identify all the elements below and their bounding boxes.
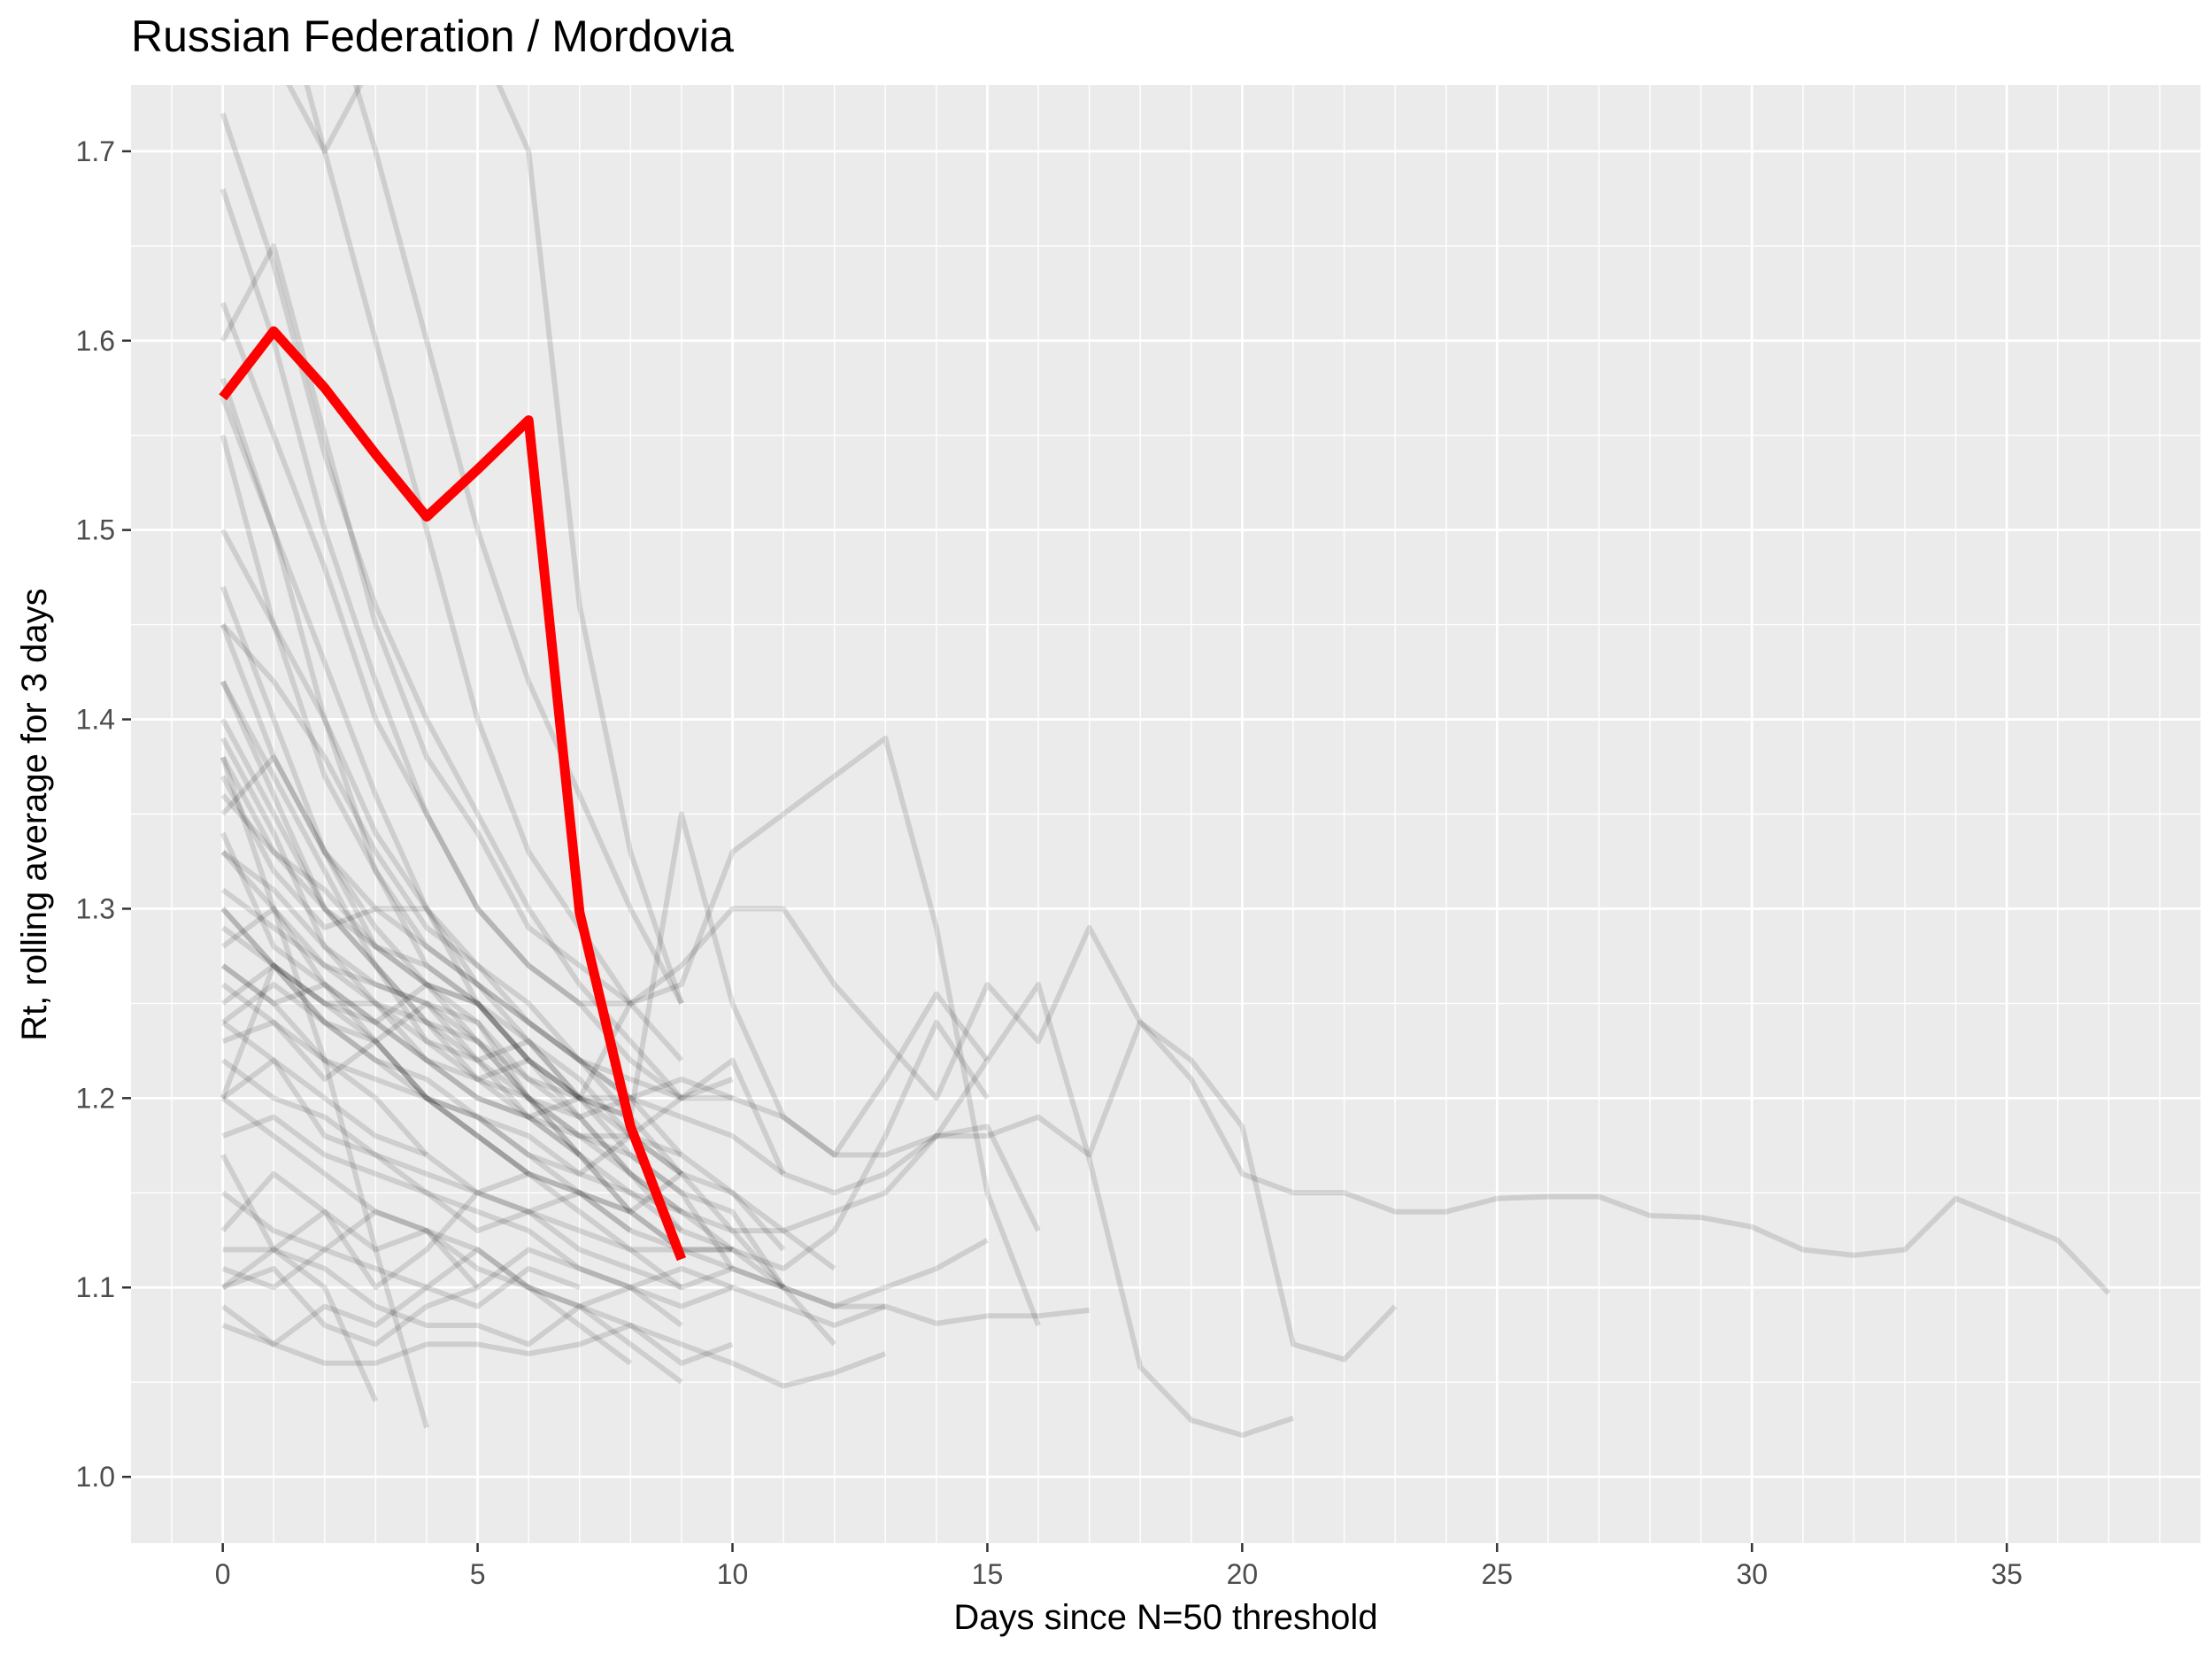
x-axis: 0 5 10 15 20 25 30 35	[215, 1543, 2023, 1590]
background-series-line-4	[220, 735, 1041, 1327]
background-series-line-32	[220, 737, 684, 1233]
background-series-line-16	[220, 1020, 786, 1290]
background-series-line-12	[220, 585, 836, 1271]
background-series-line-45	[220, 907, 530, 1177]
background-series-line-28	[220, 887, 683, 1252]
background-series-line-35	[304, 85, 633, 1006]
background-series-line-23	[220, 962, 734, 1120]
x-axis-title: Days since N=50 threshold	[953, 1598, 1377, 1637]
background-series-line-49	[220, 756, 429, 1429]
major-gridlines	[131, 85, 2200, 1543]
highlight-series-line	[219, 326, 687, 1262]
background-series-line-15	[220, 850, 786, 1176]
background-series-line-20	[221, 1019, 734, 1253]
background-series-line-18	[220, 775, 735, 1252]
y-tick-label: 1.6	[76, 325, 115, 357]
background-series-line-8	[220, 1019, 990, 1271]
background-series-line-17	[220, 188, 734, 1101]
background-series-line-43	[221, 1247, 581, 1309]
background-series-line-6	[220, 680, 990, 1158]
background-series-line-25	[220, 243, 684, 1062]
background-series-line-39	[220, 793, 632, 1120]
x-tick-label: 5	[470, 1558, 486, 1590]
x-tick-label: 35	[1991, 1558, 2023, 1590]
background-series-line-36	[220, 377, 633, 1100]
x-tick-label: 0	[215, 1558, 231, 1590]
x-tick-label: 15	[972, 1558, 1004, 1590]
y-tick-label: 1.3	[76, 892, 115, 924]
y-tick-label: 1.1	[76, 1271, 115, 1303]
background-series-line-5	[220, 962, 989, 1309]
background-series-line-47	[220, 963, 429, 1157]
background-series-line-44	[220, 396, 531, 1062]
background-series-line-31	[220, 982, 683, 1177]
background-series-line-34	[220, 849, 682, 1158]
x-tick-label: 20	[1227, 1558, 1259, 1590]
background-series-line-7	[220, 907, 1041, 1234]
y-tick-label: 1.7	[76, 135, 115, 167]
background-series-line-37	[220, 925, 633, 1214]
background-series-line-1	[220, 301, 1398, 1363]
background-series-line-46	[220, 1095, 480, 1290]
background-series-line-22	[221, 1247, 734, 1366]
background-series-line-0	[220, 623, 2111, 1295]
background-series-line-30	[220, 1247, 683, 1385]
y-axis-title: Rt, rolling average for 3 days	[15, 588, 54, 1040]
background-series-line-50	[286, 85, 684, 1005]
background-series-line-38	[220, 1170, 633, 1366]
background-series-line-21	[220, 1190, 734, 1309]
background-series-line-48	[220, 1154, 379, 1402]
background-series-group	[220, 85, 2111, 1439]
background-series-line-27	[220, 622, 684, 1176]
y-tick-label: 1.4	[76, 704, 115, 736]
background-series-line-42	[220, 680, 582, 1157]
y-axis: 1.0 1.1 1.2 1.3 1.4 1.5 1.6 1.7	[76, 135, 131, 1493]
background-series-line-2	[220, 755, 1294, 1439]
x-tick-label: 30	[1736, 1558, 1768, 1590]
background-series-line-11	[222, 1190, 836, 1347]
background-series-line-33	[220, 1058, 682, 1291]
background-series-line-9	[220, 1304, 887, 1389]
background-series-line-40	[220, 982, 633, 1233]
y-tick-label: 1.5	[76, 514, 115, 546]
background-series-line-13	[220, 434, 786, 1252]
y-tick-label: 1.2	[76, 1082, 115, 1114]
background-series-line-26	[220, 754, 683, 1215]
highlight-series-group	[219, 326, 687, 1262]
background-series-line-51	[352, 85, 684, 1005]
minor-gridlines	[131, 85, 2200, 1543]
background-series-line-29	[221, 1114, 683, 1328]
x-tick-label: 10	[717, 1558, 749, 1590]
background-series-line-10	[221, 1247, 887, 1347]
background-series-line-3	[220, 831, 1090, 1326]
background-series-line-14	[220, 718, 786, 1289]
x-tick-label: 25	[1482, 1558, 1514, 1590]
background-series-line-41	[220, 529, 582, 1100]
y-tick-label: 1.0	[76, 1461, 115, 1493]
chart-title: Russian Federation / Mordovia	[131, 12, 734, 61]
